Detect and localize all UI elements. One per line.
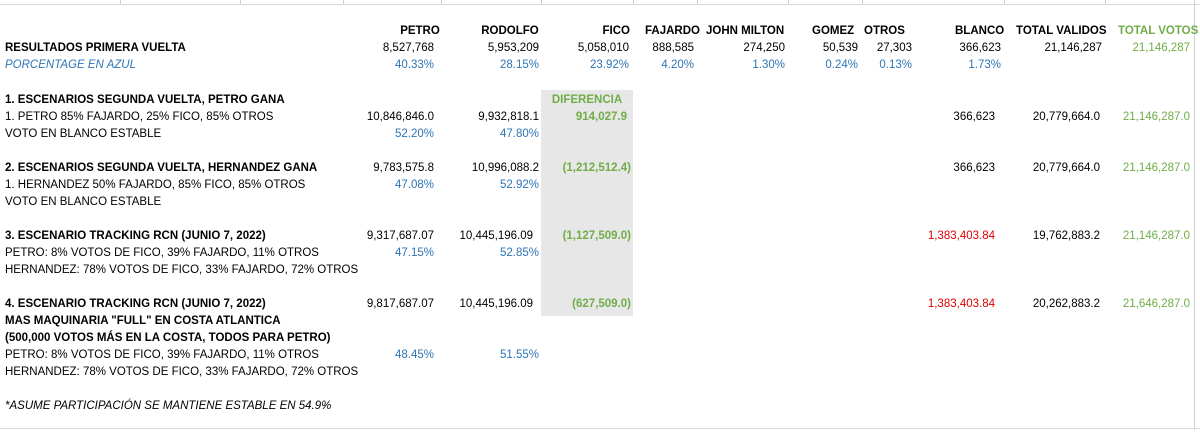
header-john-milton: JOHN MILTON xyxy=(706,25,785,37)
escenario2-title: 2. ESCENARIOS SEGUNDA VUELTA, HERNANDEZ … xyxy=(5,162,318,174)
escenario4-title: 4. ESCENARIO TRACKING RCN (JUNIO 7, 2022… xyxy=(5,298,266,310)
header-otros: OTROS xyxy=(864,25,905,37)
pv-fajardo: 888,585 xyxy=(652,42,694,54)
header-rodolfo: RODOLFO xyxy=(481,25,539,37)
header-fajardo: FAJARDO xyxy=(645,25,700,37)
pct-john-milton: 1.30% xyxy=(752,59,785,71)
e4-rodolfo: 10,445,196.09 xyxy=(459,298,533,310)
header-petro: PETRO xyxy=(400,25,440,37)
e3-petro-pct: 47.15% xyxy=(394,247,434,259)
pct-fajardo: 4.20% xyxy=(661,59,694,71)
grid-tick xyxy=(633,0,634,4)
e2-blanco: 366,623 xyxy=(953,162,995,174)
pct-fico: 23.92% xyxy=(589,59,629,71)
e1-petro: 10,846,846.0 xyxy=(366,111,434,123)
escenario4-line2: HERNANDEZ: 78% VOTOS DE FICO, 33% FAJARD… xyxy=(5,366,359,378)
e1-blanco: 366,623 xyxy=(953,111,995,123)
escenario4-subtitle2: (500,000 VOTOS MÁS EN LA COSTA, TODOS PA… xyxy=(5,332,331,344)
primera-vuelta-label: RESULTADOS PRIMERA VUELTA xyxy=(5,42,186,54)
pv-fico: 5,058,010 xyxy=(577,42,629,54)
pct-petro: 40.33% xyxy=(394,59,434,71)
e4-petro: 9,817,687.07 xyxy=(366,298,434,310)
e2-total-validos: 20,779,664.0 xyxy=(1032,162,1100,174)
grid-tick xyxy=(788,0,789,4)
pct-blanco: 1.73% xyxy=(968,59,1001,71)
grid-tick xyxy=(862,0,863,4)
e3-total-votos: 21,146,287.0 xyxy=(1122,230,1190,242)
e3-rodolfo-pct: 52.85% xyxy=(499,247,539,259)
footnote: *ASUME PARTICIPACIÓN SE MANTIENE ESTABLE… xyxy=(5,400,332,412)
grid-tick xyxy=(1004,0,1005,4)
e1-petro-pct: 52.20% xyxy=(394,128,434,140)
grid-tick xyxy=(541,0,542,4)
e4-total-votos: 21,646,287.0 xyxy=(1122,298,1190,310)
escenario3-line1: PETRO: 8% VOTOS DE FICO, 39% FAJARDO, 11… xyxy=(5,247,319,259)
escenario3-title: 3. ESCENARIO TRACKING RCN (JUNIO 7, 2022… xyxy=(5,230,266,242)
escenario1-title: 1. ESCENARIOS SEGUNDA VUELTA, PETRO GANA xyxy=(5,94,285,106)
grid-tick xyxy=(343,0,344,4)
grid-bottom-line xyxy=(0,428,1200,429)
e4-diferencia: (627,509.0) xyxy=(572,298,631,310)
pv-petro: 8,527,768 xyxy=(382,42,434,54)
escenario2-line1: 1. HERNANDEZ 50% FAJARDO, 85% FICO, 85% … xyxy=(5,179,306,191)
grid-tick xyxy=(240,0,241,4)
e3-diferencia: (1,127,509.0) xyxy=(562,230,631,242)
escenario4-subtitle1: MAS MAQUINARIA "FULL" EN COSTA ATLANTICA xyxy=(5,315,281,327)
e1-total-votos: 21,146,287.0 xyxy=(1122,111,1190,123)
diferencia-header: DIFERENCIA xyxy=(551,94,623,106)
e2-petro: 9,783,575.8 xyxy=(373,162,434,174)
header-fico: FICO xyxy=(602,25,630,37)
e2-total-votos: 21,146,287.0 xyxy=(1122,162,1190,174)
pv-rodolfo: 5,953,209 xyxy=(487,42,539,54)
pct-otros: 0.13% xyxy=(879,59,912,71)
escenario1-line2: VOTO EN BLANCO ESTABLE xyxy=(5,128,162,140)
e2-rodolfo: 10,996,088.2 xyxy=(471,162,539,174)
pv-john-milton: 274,250 xyxy=(743,42,785,54)
e4-petro-pct: 48.45% xyxy=(394,349,434,361)
e1-rodolfo-pct: 47.80% xyxy=(499,128,539,140)
porcentaje-label: PORCENTAGE EN AZUL xyxy=(5,59,136,71)
escenario1-line1: 1. PETRO 85% FAJARDO, 25% FICO, 85% OTRO… xyxy=(5,111,274,123)
grid-tick xyxy=(120,0,121,4)
e3-petro: 9,317,687.07 xyxy=(366,230,434,242)
pct-gomez: 0.24% xyxy=(825,59,858,71)
escenario3-line2: HERNANDEZ: 78% VOTOS DE FICO, 33% FAJARD… xyxy=(5,264,359,276)
grid-tick xyxy=(1105,0,1106,4)
e2-diferencia: (1,212,512.4) xyxy=(562,162,631,174)
e1-diferencia: 914,027.9 xyxy=(575,111,627,123)
e2-rodolfo-pct: 52.92% xyxy=(499,179,539,191)
header-total-votos: TOTAL VOTOS xyxy=(1118,25,1199,37)
e1-rodolfo: 9,932,818.1 xyxy=(478,111,539,123)
e4-total-validos: 20,262,883.2 xyxy=(1032,298,1100,310)
header-gomez: GOMEZ xyxy=(812,25,855,37)
escenario2-line2: VOTO EN BLANCO ESTABLE xyxy=(5,196,162,208)
pv-total-votos: 21,146,287 xyxy=(1132,42,1190,54)
pv-blanco: 366,623 xyxy=(959,42,1001,54)
e4-blanco: 1,383,403.84 xyxy=(927,298,995,310)
pv-gomez: 50,539 xyxy=(822,42,858,54)
header-blanco: BLANCO xyxy=(955,25,1005,37)
grid-tick xyxy=(441,0,442,4)
e1-total-validos: 20,779,664.0 xyxy=(1032,111,1100,123)
pv-otros: 27,303 xyxy=(876,42,912,54)
column-grid-top xyxy=(0,0,1200,5)
e3-rodolfo: 10,445,196.09 xyxy=(459,230,533,242)
e2-petro-pct: 47.08% xyxy=(394,179,434,191)
diferencia-shaded-column xyxy=(541,90,633,316)
header-total-validos: TOTAL VALIDOS xyxy=(1016,25,1107,37)
pct-rodolfo: 28.15% xyxy=(499,59,539,71)
pv-total-validos: 21,146,287 xyxy=(1044,42,1102,54)
right-grid-line xyxy=(1194,0,1195,430)
e3-blanco: 1,383,403.84 xyxy=(927,230,995,242)
e4-rodolfo-pct: 51.55% xyxy=(499,349,539,361)
escenario4-line1: PETRO: 8% VOTOS DE FICO, 39% FAJARDO, 11… xyxy=(5,349,319,361)
e3-total-validos: 19,762,883.2 xyxy=(1032,230,1100,242)
grid-tick xyxy=(697,0,698,4)
